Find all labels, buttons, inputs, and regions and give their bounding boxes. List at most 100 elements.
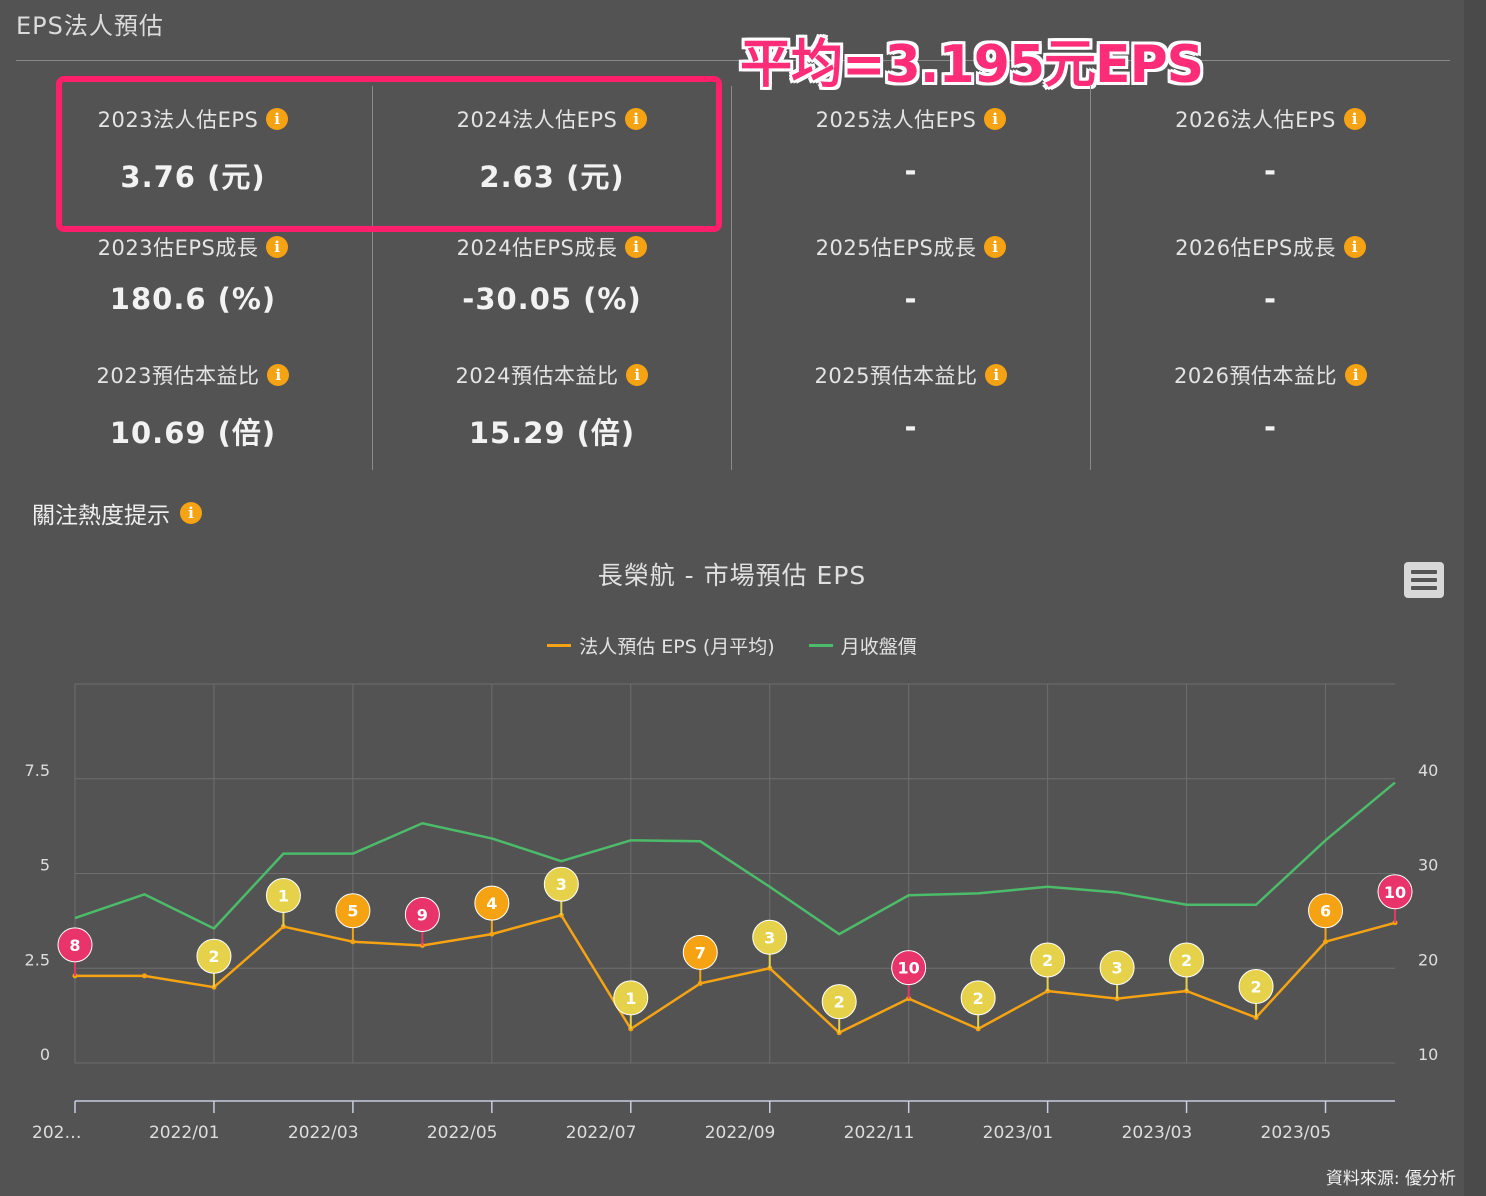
attention-marker — [752, 919, 788, 955]
pe-ratio-value: - — [1263, 410, 1278, 444]
info-icon[interactable]: i — [266, 108, 289, 130]
attention-marker-label: 1 — [625, 989, 636, 1008]
eps-growth-cell: 2026估EPS成長 i - — [1091, 214, 1450, 342]
estimate-column-2026: 2026法人估EPS i - 2026估EPS成長 i - 2026預估本益比 i - — [1091, 86, 1450, 470]
eps-growth-value: -30.05 (%) — [462, 282, 642, 316]
info-icon[interactable]: i — [266, 236, 289, 258]
pe-ratio-cell: 2024預估本益比 i 15.29 (倍) — [373, 342, 731, 470]
eps-estimate-value: 2.63 (元) — [479, 160, 625, 194]
average-eps-annotation: 平均=3.195元EPS — [740, 35, 1204, 95]
chart-title: 長榮航 - 市場預估 EPS — [597, 561, 867, 590]
attention-marker-label: 3 — [556, 875, 567, 894]
y-left-tick-label: 7.5 — [25, 761, 50, 780]
x-tick-label: 2022/05 — [427, 1123, 498, 1143]
title-divider — [16, 60, 1450, 61]
info-icon[interactable]: i — [625, 236, 648, 258]
legend-item-eps[interactable]: 法人預估 EPS (月平均) — [547, 632, 775, 659]
eps-estimate-cell: 2023法人估EPS i 3.76 (元) — [14, 86, 372, 214]
attention-marker-label: 4 — [486, 894, 497, 913]
chart-menu-button[interactable] — [1404, 562, 1444, 598]
attention-marker-label: 5 — [347, 902, 358, 921]
eps-estimate-value: - — [1263, 154, 1278, 188]
attention-marker — [1030, 942, 1066, 978]
attention-marker — [1099, 950, 1135, 986]
legend-swatch-eps — [547, 644, 572, 647]
info-icon[interactable]: i — [1343, 108, 1366, 130]
pe-ratio-cell: 2023預估本益比 i 10.69 (倍) — [14, 342, 372, 470]
x-tick-label: 2022/07 — [566, 1123, 637, 1143]
attention-marker-label: 1 — [278, 887, 289, 906]
info-icon[interactable]: i — [1344, 364, 1367, 386]
pe-ratio-label: 2023預估本益比 — [96, 364, 260, 388]
x-tick-label: 2022/09 — [705, 1123, 776, 1143]
attention-marker — [1169, 942, 1205, 978]
eps-estimate-cell: 2026法人估EPS i - — [1091, 86, 1450, 214]
x-tick-label: 2023/01 — [983, 1123, 1054, 1143]
eps-growth-value: - — [1263, 282, 1278, 316]
attention-marker-label: 2 — [1250, 978, 1261, 997]
attention-marker-label: 8 — [69, 936, 80, 955]
estimate-column-2025: 2025法人估EPS i - 2025估EPS成長 i - 2025預估本益比 i - — [732, 86, 1091, 470]
attention-marker — [335, 893, 371, 929]
attention-label: 關注熱度提示 — [32, 503, 170, 529]
eps-estimate-value: 3.76 (元) — [120, 160, 266, 194]
attention-marker — [821, 984, 857, 1020]
legend-label-eps: 法人預估 EPS (月平均) — [579, 636, 775, 658]
pe-ratio-cell: 2026預估本益比 i - — [1091, 342, 1450, 470]
pe-ratio-value: 15.29 (倍) — [468, 416, 636, 450]
attention-marker-label: 2 — [1042, 951, 1053, 970]
eps-estimate-label: 2025法人估EPS — [815, 108, 977, 132]
x-tick-label: 2023/05 — [1261, 1123, 1332, 1143]
eps-estimate-label: 2023法人估EPS — [97, 108, 259, 132]
x-tick-label: 2023/03 — [1122, 1123, 1193, 1143]
pe-ratio-label: 2025預估本益比 — [814, 364, 978, 388]
attention-heading: 關注熱度提示 i — [32, 496, 202, 530]
attention-marker-label: 2 — [1181, 951, 1192, 970]
panel-title: EPS法人預估 — [16, 12, 164, 40]
info-icon[interactable]: i — [985, 364, 1008, 386]
attention-marker-label: 3 — [764, 928, 775, 947]
pe-ratio-cell: 2025預估本益比 i - — [732, 342, 1090, 470]
eps-estimate-cell: 2025法人估EPS i - — [732, 86, 1090, 214]
eps-point — [141, 973, 147, 979]
attention-marker-label: 3 — [1112, 959, 1123, 978]
legend-item-price[interactable]: 月收盤價 — [808, 632, 917, 659]
attention-marker — [891, 950, 927, 986]
data-source-credit: 資料來源: 優分析 — [1325, 1169, 1456, 1189]
highlight-box — [56, 76, 722, 232]
attention-marker-label: 9 — [417, 906, 428, 925]
info-icon[interactable]: i — [180, 502, 202, 524]
scrollbar-track[interactable] — [1464, 0, 1486, 1196]
attention-marker — [682, 934, 718, 970]
y-right-tick-label: 10 — [1418, 1045, 1438, 1064]
attention-marker — [57, 927, 93, 963]
eps-growth-cell: 2025估EPS成長 i - — [732, 214, 1090, 342]
eps-growth-value: 180.6 (%) — [109, 282, 277, 316]
info-icon[interactable]: i — [626, 364, 649, 386]
pe-ratio-value: - — [904, 410, 918, 444]
pe-ratio-label: 2024預估本益比 — [455, 364, 619, 388]
attention-marker — [960, 980, 996, 1016]
info-icon[interactable]: i — [984, 108, 1007, 130]
info-icon[interactable]: i — [625, 108, 648, 130]
eps-growth-cell: 2024估EPS成長 i -30.05 (%) — [373, 214, 731, 342]
eps-growth-label: 2026估EPS成長 — [1175, 236, 1336, 260]
info-icon[interactable]: i — [1343, 236, 1366, 258]
eps-growth-value: - — [904, 282, 918, 316]
eps-estimate-cell: 2024法人估EPS i 2.63 (元) — [373, 86, 731, 214]
x-tick-label: 2022/01 — [149, 1123, 220, 1143]
attention-marker-label: 2 — [834, 993, 845, 1012]
y-right-tick-label: 40 — [1418, 761, 1438, 780]
info-icon[interactable]: i — [267, 364, 290, 386]
chart-legend: 法人預估 EPS (月平均) 月收盤價 — [0, 632, 1464, 659]
attention-marker-label: 7 — [695, 943, 706, 962]
x-tick-label: 2022/03 — [288, 1123, 359, 1143]
y-right-tick-label: 30 — [1418, 856, 1438, 875]
attention-marker — [474, 885, 510, 921]
attention-marker-label: 6 — [1320, 902, 1331, 921]
attention-marker-label: 2 — [208, 947, 219, 966]
info-icon[interactable]: i — [984, 236, 1007, 258]
eps-growth-label: 2023估EPS成長 — [97, 236, 259, 260]
y-left-tick-label: 5 — [40, 856, 50, 875]
pe-ratio-label: 2026預估本益比 — [1174, 364, 1337, 388]
